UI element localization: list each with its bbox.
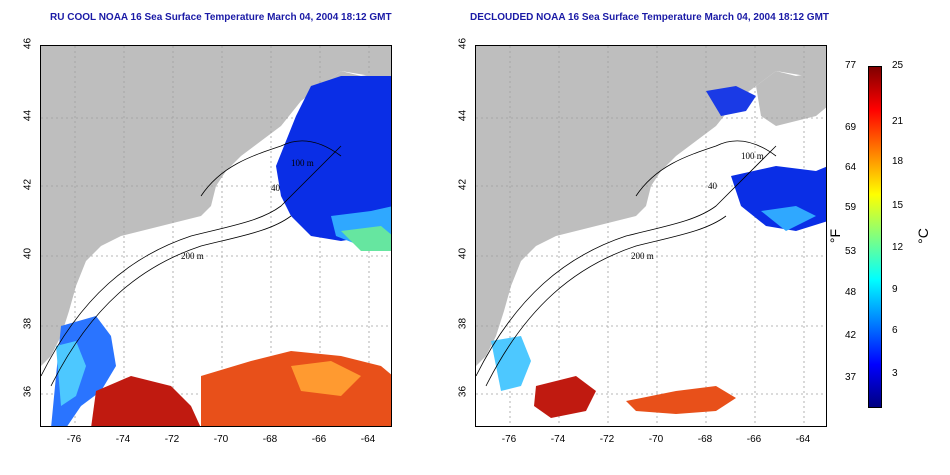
warm-water-east (201, 351, 391, 426)
colorbar-f-label: 69 (845, 122, 857, 133)
left-map-panel: 100 m 200 m 40 (40, 45, 392, 427)
contour-label-100: 100 m (291, 158, 314, 168)
contour-label-40: 40 (271, 183, 281, 193)
x-tick-label: -72 (164, 434, 180, 445)
colorbar-c-label: 21 (892, 116, 904, 127)
colorbar-c-label: 12 (892, 242, 904, 253)
y-tick-label: 40 (457, 247, 469, 260)
land-mass (41, 46, 391, 366)
cool-water-patch (761, 206, 816, 231)
colorbar-c-label: 3 (892, 368, 898, 379)
right-map-panel: 100 m 200 m 40 (475, 45, 827, 427)
colorbar (868, 66, 882, 408)
left-map-title: RU COOL NOAA 16 Sea Surface Temperature … (50, 12, 392, 23)
nova-scotia-land (756, 71, 826, 126)
cold-water-north (706, 86, 756, 116)
colorbar-f-label: 37 (845, 372, 857, 383)
cold-water-gulf-of-maine (276, 76, 391, 241)
grid-lines (476, 46, 826, 426)
y-tick-label: 44 (22, 109, 34, 122)
y-tick-label: 38 (457, 317, 469, 330)
land-mass (476, 46, 826, 366)
x-tick-label: -64 (360, 434, 376, 445)
colorbar-f-label: 64 (845, 162, 857, 173)
warm-water-yellow (291, 361, 361, 396)
x-tick-label: -76 (501, 434, 517, 445)
y-tick-label: 36 (457, 385, 469, 398)
colorbar-c-label: 9 (892, 284, 898, 295)
left-map-svg: 100 m 200 m 40 (41, 46, 391, 426)
x-tick-label: -64 (795, 434, 811, 445)
colorbar-c-label: 15 (892, 200, 904, 211)
unit-fahrenheit: °F (827, 228, 844, 244)
x-tick-label: -74 (115, 434, 131, 445)
y-tick-label: 44 (457, 109, 469, 122)
y-tick-label: 46 (22, 37, 34, 50)
warm-water-east (626, 386, 736, 414)
x-tick-label: -66 (746, 434, 762, 445)
y-tick-label: 36 (22, 385, 34, 398)
x-tick-label: -70 (648, 434, 664, 445)
bathymetry-contours (476, 140, 777, 387)
y-tick-label: 40 (22, 247, 34, 260)
colorbar-c-label: 6 (892, 325, 898, 336)
coastal-cyan-water (491, 336, 531, 391)
right-map-svg: 100 m 200 m 40 (476, 46, 826, 426)
colorbar-f-label: 42 (845, 330, 857, 341)
coastal-cyan-water (56, 341, 86, 406)
contour-label-100: 100 m (741, 151, 764, 161)
colorbar-f-label: 59 (845, 202, 857, 213)
contour-label-200: 200 m (181, 251, 204, 261)
x-tick-label: -76 (66, 434, 82, 445)
y-tick-label: 42 (22, 178, 34, 191)
colorbar-f-label: 77 (845, 60, 857, 71)
x-tick-label: -66 (311, 434, 327, 445)
x-tick-label: -68 (697, 434, 713, 445)
colorbar-f-label: 53 (845, 246, 857, 257)
contour-label-40: 40 (708, 181, 718, 191)
gulf-stream-warm (91, 376, 201, 426)
y-tick-label: 42 (457, 178, 469, 191)
bathymetry-contours (41, 140, 342, 387)
contour-label-200: 200 m (631, 251, 654, 261)
colorbar-c-label: 18 (892, 156, 904, 167)
right-map-title: DECLOUDED NOAA 16 Sea Surface Temperatur… (470, 12, 830, 23)
gulf-stream-warm (534, 376, 596, 418)
x-tick-label: -70 (213, 434, 229, 445)
colorbar-c-label: 25 (892, 60, 904, 71)
x-tick-label: -68 (262, 434, 278, 445)
x-tick-label: -72 (599, 434, 615, 445)
y-tick-label: 38 (22, 317, 34, 330)
y-tick-label: 46 (457, 37, 469, 50)
colorbar-f-label: 48 (845, 287, 857, 298)
x-tick-label: -74 (550, 434, 566, 445)
green-water-patch (341, 226, 391, 251)
unit-celsius: °C (914, 228, 931, 244)
